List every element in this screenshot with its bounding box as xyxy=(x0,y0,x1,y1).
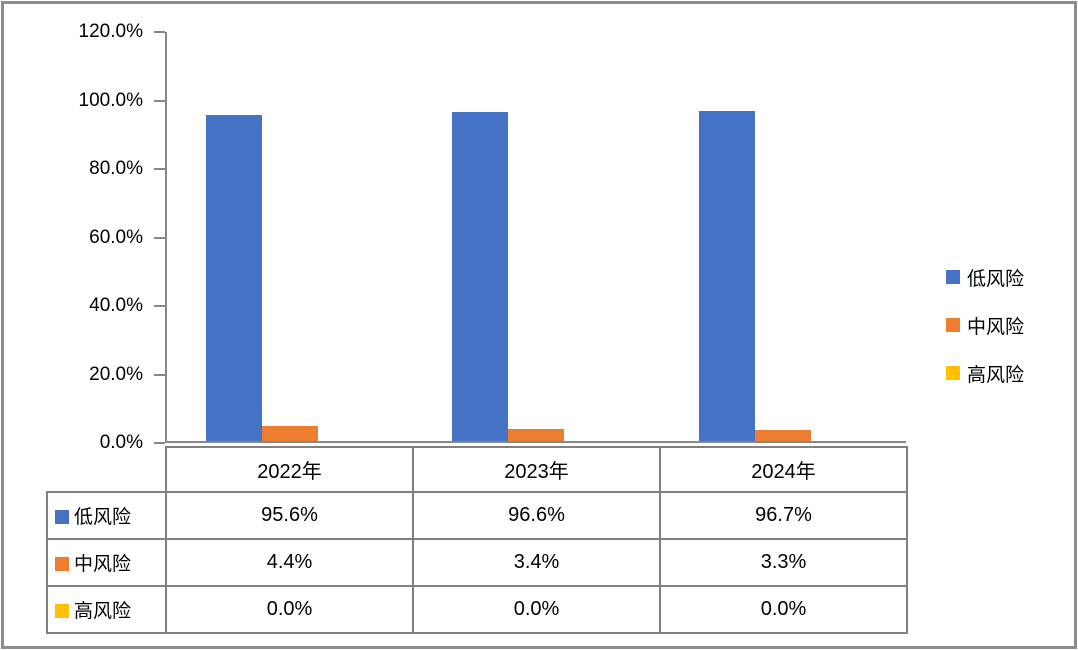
legend: 低风险 中风险 高风险 xyxy=(946,264,1024,386)
category-group-2023年 xyxy=(413,32,659,441)
bar-低风险-2022年 xyxy=(206,115,263,441)
y-axis-tick xyxy=(154,373,165,376)
legend-label-high-risk: 高风险 xyxy=(967,364,1025,386)
cell-low-risk-2022: 95.6% xyxy=(165,491,414,540)
row-swatch-high-risk-icon xyxy=(55,604,69,618)
table-row-low-risk: 低风险 95.6% 96.6% 96.7% xyxy=(46,491,908,540)
row-header-high-risk: 高风险 xyxy=(46,585,167,634)
bar-中风险-2022年 xyxy=(262,426,319,441)
col-header-2023: 2023年 xyxy=(412,446,661,493)
y-axis-tick xyxy=(154,168,165,170)
y-axis-label-100.0%: 100.0% xyxy=(78,89,143,111)
table-header-row: 2022年 2023年 2024年 xyxy=(47,446,908,493)
y-axis-label-120.0%: 120.0% xyxy=(78,21,143,42)
cell-high-risk-2023: 0.0% xyxy=(412,585,661,634)
data-table: 2022年 2023年 2024年 低风险 95.6% 96.6% 96.7% … xyxy=(46,446,908,634)
cell-high-risk-2024: 0.0% xyxy=(659,585,908,634)
y-axis-label-40.0%: 40.0% xyxy=(89,295,143,316)
cell-high-risk-2022: 0.0% xyxy=(165,585,414,634)
col-header-2024: 2024年 xyxy=(659,446,908,493)
category-group-2024年 xyxy=(660,32,906,441)
y-axis-label-80.0%: 80.0% xyxy=(89,158,143,179)
cell-mid-risk-2022: 4.4% xyxy=(165,538,414,587)
legend-swatch-high-risk-icon xyxy=(946,366,960,380)
row-swatch-mid-risk-icon xyxy=(55,557,69,571)
legend-swatch-mid-risk-icon xyxy=(946,318,960,332)
bar-中风险-2023年 xyxy=(508,429,565,441)
legend-label-low-risk: 低风险 xyxy=(967,268,1025,290)
legend-item-mid-risk: 中风险 xyxy=(946,312,1024,338)
y-axis-label-0.0%: 0.0% xyxy=(99,432,143,453)
y-axis-label-20.0%: 20.0% xyxy=(89,363,143,385)
y-axis-tick xyxy=(154,442,165,444)
row-label-high-risk: 高风险 xyxy=(74,601,132,622)
plot-area xyxy=(165,32,906,443)
y-axis-tick xyxy=(154,305,165,307)
cell-low-risk-2024: 96.7% xyxy=(659,491,908,540)
cell-mid-risk-2024: 3.3% xyxy=(659,538,908,587)
legend-swatch-low-risk-icon xyxy=(946,270,960,284)
y-axis-tick xyxy=(154,99,165,102)
y-axis-tick xyxy=(154,236,165,239)
col-header-2022: 2022年 xyxy=(165,446,414,493)
row-header-mid-risk: 中风险 xyxy=(46,538,167,587)
legend-item-low-risk: 低风险 xyxy=(946,264,1024,290)
legend-label-mid-risk: 中风险 xyxy=(967,316,1025,338)
cell-mid-risk-2023: 3.4% xyxy=(412,538,661,587)
category-group-2022年 xyxy=(167,32,413,441)
legend-item-high-risk: 高风险 xyxy=(946,360,1024,386)
row-label-low-risk: 低风险 xyxy=(74,507,132,528)
bar-中风险-2024年 xyxy=(754,429,811,441)
table-row-high-risk: 高风险 0.0% 0.0% 0.0% xyxy=(46,585,908,634)
row-label-mid-risk: 中风险 xyxy=(74,554,132,575)
row-header-low-risk: 低风险 xyxy=(46,491,167,540)
cell-low-risk-2023: 96.6% xyxy=(412,491,661,540)
y-axis-label-60.0%: 60.0% xyxy=(89,226,143,248)
row-swatch-low-risk-icon xyxy=(55,510,69,524)
table-row-mid-risk: 中风险 4.4% 3.4% 3.3% xyxy=(46,538,908,587)
bar-低风险-2023年 xyxy=(452,111,509,441)
y-axis-tick xyxy=(154,31,165,33)
bar-低风险-2024年 xyxy=(698,111,755,441)
table-corner-cell xyxy=(47,447,166,492)
